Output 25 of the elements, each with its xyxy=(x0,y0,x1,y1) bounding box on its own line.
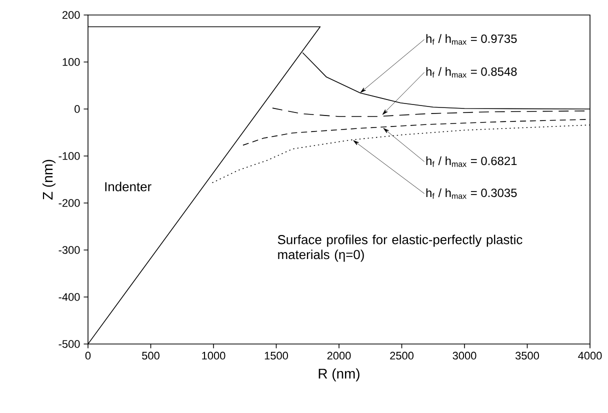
x-tick-label: 500 xyxy=(142,352,160,360)
annotation: h$_{f}$ / h$_{max}$ = 0.8548 xyxy=(426,67,517,78)
x-tick-label: 3000 xyxy=(452,352,476,360)
y-tick-label: -100 xyxy=(58,152,80,160)
annotation: h$_{f}$ / h$_{max}$ = 0.6821 xyxy=(426,156,517,167)
annotation: Surface profiles for elastic-perfectly plastic materials (η=0) xyxy=(278,234,522,262)
annotation: h$_{f}$ / h$_{max}$ = 0.3035 xyxy=(426,188,517,199)
x-tick-label: 1500 xyxy=(264,352,288,360)
y-tick-label: -300 xyxy=(58,246,80,254)
annotation: h$_{f}$ / h$_{max}$ = 0.9735 xyxy=(426,34,517,45)
x-tick-label: 3500 xyxy=(515,352,539,360)
text: Indenter xyxy=(105,182,152,192)
y-tick-label: 0 xyxy=(74,105,80,113)
y-tick-label: -500 xyxy=(58,340,80,348)
x-tick-label: 0 xyxy=(85,352,91,360)
x-axis-title: R (nm) xyxy=(318,368,360,382)
y-tick-label: 200 xyxy=(62,11,80,19)
x-tick-label: 2500 xyxy=(390,352,414,360)
x-tick-label: 4000 xyxy=(578,352,602,360)
x-tick-label: 2000 xyxy=(327,352,351,360)
y-tick-label: -400 xyxy=(58,293,80,301)
y-tick-label: -200 xyxy=(58,199,80,207)
y-tick-label: 100 xyxy=(62,58,80,66)
x-tick-label: 1000 xyxy=(202,352,226,360)
y-axis-title: Z (nm) xyxy=(42,160,56,200)
